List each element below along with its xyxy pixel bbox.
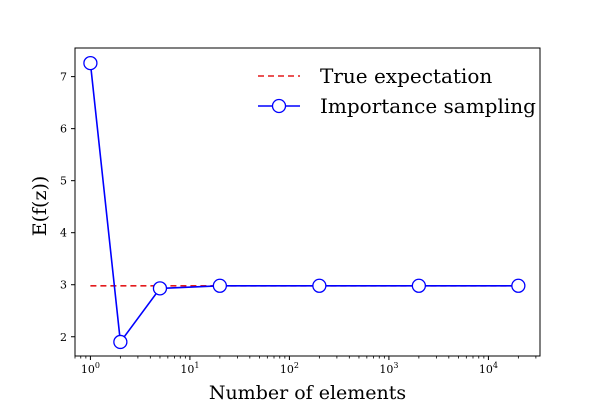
y-tick-label: 2 xyxy=(60,331,67,344)
data-point xyxy=(212,278,228,293)
axes: 2 3 4 5 6 7 100 101 102 103 104 Number of elements E… xyxy=(29,47,541,400)
y-tick-label: 5 xyxy=(60,175,67,188)
axes-frame xyxy=(74,47,541,357)
y-tick-label: 6 xyxy=(60,123,67,136)
legend-label-1: Importance sampling xyxy=(320,94,536,118)
x-tick-label: 104 xyxy=(479,361,498,376)
data-point xyxy=(83,55,98,71)
y-tick-label: 4 xyxy=(60,227,67,240)
y-axis-label: E(f(z)) xyxy=(29,176,51,237)
data-point xyxy=(511,278,526,293)
x-axis-label: Number of elements xyxy=(209,382,406,400)
data-point xyxy=(312,278,327,293)
x-tick-label: 103 xyxy=(379,361,398,376)
x-tick-label: 101 xyxy=(180,361,199,376)
y-tick-label: 7 xyxy=(60,71,67,84)
legend: True expectation Importance sampling xyxy=(258,64,536,118)
y-tick-label: 3 xyxy=(60,279,67,292)
legend-label-0: True expectation xyxy=(320,64,492,88)
plot-area xyxy=(83,55,526,350)
x-tick-label: 102 xyxy=(280,361,299,376)
data-point xyxy=(152,281,168,296)
data-point xyxy=(113,334,128,350)
data-point xyxy=(411,278,427,293)
x-tick-label: 100 xyxy=(81,361,100,376)
legend-marker-1 xyxy=(271,98,287,114)
